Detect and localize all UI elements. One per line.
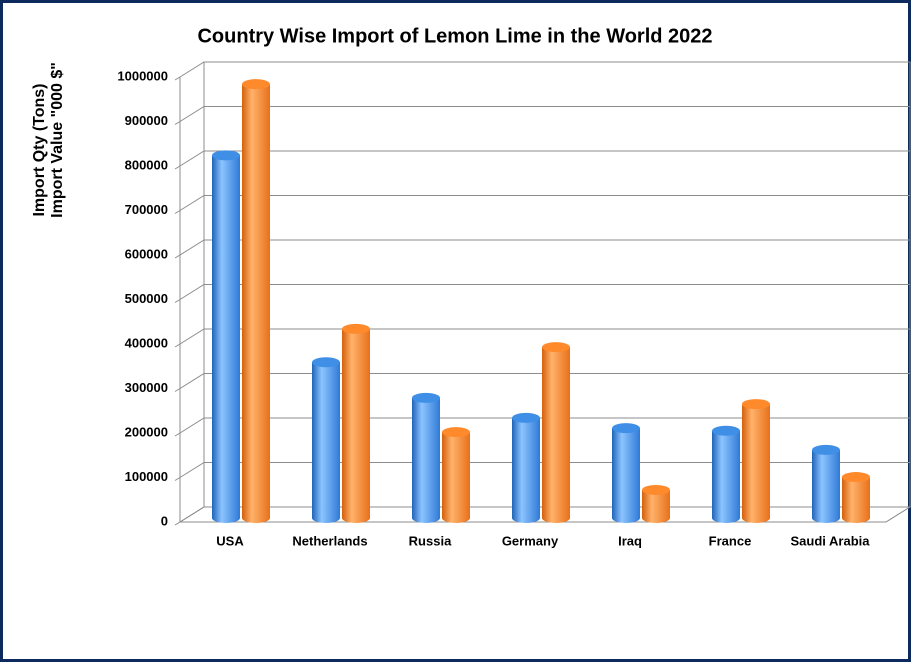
bar xyxy=(812,449,840,518)
bar xyxy=(242,84,270,518)
tick-mark xyxy=(174,299,181,303)
tick-mark xyxy=(174,254,181,259)
grid-line xyxy=(179,462,910,478)
bar xyxy=(442,432,470,518)
bar-top xyxy=(342,323,370,334)
tick-mark xyxy=(174,521,181,526)
bar-top xyxy=(542,342,570,353)
grid-line xyxy=(179,417,910,434)
bar xyxy=(312,362,340,518)
y-axis-label: Import Qty (Tons) xyxy=(31,83,48,216)
bar-top xyxy=(842,472,870,483)
bar xyxy=(742,404,770,518)
y-tick-label: 500000 xyxy=(125,291,168,306)
bar-top xyxy=(242,79,270,90)
grid-line xyxy=(179,150,910,167)
bar-top xyxy=(612,423,640,434)
tick-mark xyxy=(174,210,181,214)
grid-line xyxy=(179,506,910,523)
x-tick-label: Saudi Arabia xyxy=(791,533,871,548)
grid-line xyxy=(179,106,910,122)
y-axis-label: Import Value "000 $" xyxy=(49,62,66,218)
y-tick-label: 900000 xyxy=(125,113,168,128)
bar xyxy=(412,397,440,518)
grid-line xyxy=(179,239,910,256)
grid-line xyxy=(179,61,910,78)
x-tick-label: Iraq xyxy=(618,533,642,548)
bar xyxy=(612,428,640,518)
grid-line xyxy=(179,373,910,389)
tick-mark xyxy=(174,76,181,81)
tick-mark xyxy=(174,121,181,125)
tick-mark xyxy=(174,165,181,170)
y-tick-label: 700000 xyxy=(125,202,168,217)
bar-top xyxy=(642,484,670,495)
bar xyxy=(712,430,740,518)
x-tick-label: USA xyxy=(216,533,244,548)
bar xyxy=(842,477,870,518)
bar-top xyxy=(212,150,240,161)
bar-top xyxy=(312,357,340,368)
grid-line xyxy=(179,195,910,211)
tick-mark xyxy=(174,477,181,481)
bar xyxy=(512,417,540,518)
y-tick-label: 300000 xyxy=(125,380,168,395)
bar xyxy=(542,347,570,518)
x-tick-label: Germany xyxy=(502,533,559,548)
bar-top xyxy=(812,444,840,455)
x-tick-label: Russia xyxy=(409,533,452,548)
grid-line xyxy=(179,284,910,300)
bar-top xyxy=(712,425,740,436)
bar xyxy=(342,328,370,518)
y-tick-label: 100000 xyxy=(125,469,168,484)
bar-top xyxy=(442,427,470,438)
tick-mark xyxy=(174,388,181,392)
y-tick-label: 1000000 xyxy=(117,68,168,83)
x-tick-label: Netherlands xyxy=(292,533,367,548)
bar xyxy=(212,155,240,518)
y-tick-label: 600000 xyxy=(125,246,168,261)
y-tick-label: 800000 xyxy=(125,157,168,172)
y-tick-label: 0 xyxy=(161,513,168,528)
tick-mark xyxy=(174,432,181,437)
bar-top xyxy=(412,392,440,403)
y-tick-label: 400000 xyxy=(125,335,168,350)
bar-top xyxy=(512,412,540,423)
tick-mark xyxy=(174,343,181,348)
grid-line xyxy=(179,328,910,345)
x-tick-label: France xyxy=(709,533,752,548)
chart-title: Country Wise Import of Lemon Lime in the… xyxy=(197,25,712,47)
bar-top xyxy=(742,399,770,410)
y-tick-label: 200000 xyxy=(125,424,168,439)
